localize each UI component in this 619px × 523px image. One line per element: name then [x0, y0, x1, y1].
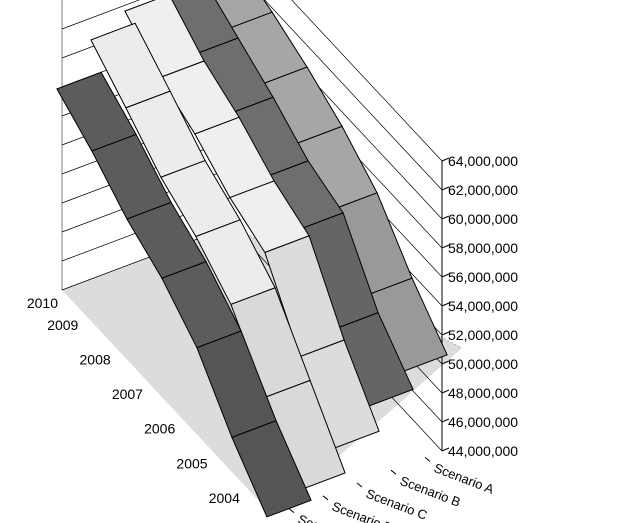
y-tick-mark [441, 244, 450, 249]
series-tick-mark [390, 469, 397, 475]
x-tick-label: 2004 [209, 490, 240, 506]
y-tick-mark [441, 389, 450, 394]
y-tick-mark [441, 331, 450, 336]
series-tick-mark [322, 495, 329, 501]
series-ribbon [90, 22, 346, 491]
y-tick-label: 54,000,000 [448, 298, 518, 314]
x-tick-label: 2007 [112, 386, 143, 402]
y-tick-mark [441, 360, 450, 365]
series-tick-mark [424, 457, 431, 462]
x-tick-label: 2005 [176, 455, 207, 471]
y-tick-label: 44,000,000 [448, 443, 518, 459]
ribbons [56, 0, 448, 518]
y-tick-mark [441, 215, 450, 220]
y-tick-label: 52,000,000 [448, 327, 518, 343]
y-tick-labels: 44,000,000 46,000,000 48,000,000 50,000,000… [448, 153, 518, 459]
series-ribbon [161, 0, 414, 407]
y-tick-label: 62,000,000 [448, 182, 518, 198]
gridline-back [61, 0, 141, 30]
y-tick-label: 50,000,000 [448, 356, 518, 372]
y-tick-mark [441, 273, 450, 278]
y-tick-mark [441, 302, 450, 307]
x-tick-label: 2006 [144, 421, 175, 437]
series-ribbon [56, 71, 312, 518]
y-tick-label: 48,000,000 [448, 385, 518, 401]
y-tick-mark [441, 157, 450, 162]
y-tick-label: 60,000,000 [448, 211, 518, 227]
series-tick-mark [356, 482, 363, 488]
x-tick-label: 2009 [47, 317, 78, 333]
gridline-side [291, 0, 443, 162]
ribbon-segment [231, 420, 312, 518]
y-tick-label: 46,000,000 [448, 414, 518, 430]
x-tick-labels: 2010 2009 2008 2007 2006 2005 2004 [27, 295, 240, 506]
x-tick-label: 2010 [27, 295, 58, 311]
y-tick-label: 58,000,000 [448, 240, 518, 256]
y-tick-mark [441, 447, 450, 452]
y-tick-mark [441, 418, 450, 423]
gridline-side [264, 0, 443, 191]
y-tick-label: 56,000,000 [448, 269, 518, 285]
y-tick-label: 64,000,000 [448, 153, 518, 169]
y-tick-mark [441, 186, 450, 191]
series-tick-mark [288, 508, 295, 513]
x-tick-label: 2008 [80, 351, 111, 367]
axes [61, 0, 450, 513]
series-ribbon [207, 0, 448, 373]
